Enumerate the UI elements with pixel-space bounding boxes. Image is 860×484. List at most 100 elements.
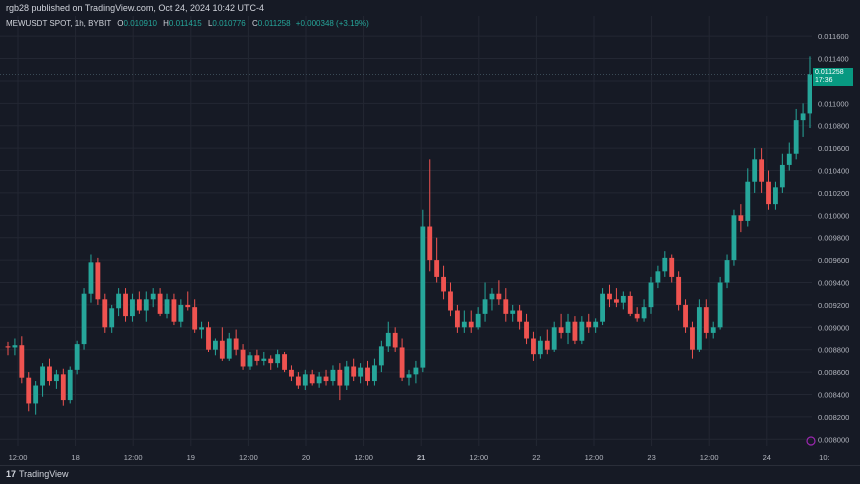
change-value: +0.000348 (+3.19%) (295, 19, 369, 28)
candle-body (648, 282, 654, 308)
candle-body (378, 346, 384, 366)
candle-body (703, 307, 709, 333)
candle-body (565, 321, 571, 333)
x-tick-label: 18 (71, 453, 79, 462)
candle-body (696, 307, 702, 350)
candle-body (752, 159, 758, 182)
candle-body (544, 340, 550, 350)
candle-body (690, 327, 695, 350)
candle-body (344, 366, 350, 386)
candle-body (5, 346, 11, 348)
x-tick-label: 12:00 (354, 453, 373, 462)
candle-body (372, 365, 377, 382)
open-value: 0.010910 (123, 19, 157, 28)
candle-body (406, 374, 412, 378)
y-tick-label: 0.009400 (818, 279, 849, 288)
candle-body (482, 299, 488, 314)
close-label: C (252, 19, 258, 28)
candle-body (461, 321, 467, 328)
candle-body (233, 338, 239, 350)
y-tick-label: 0.010400 (818, 167, 849, 176)
tradingview-logo[interactable]: 17 TradingView (6, 469, 69, 479)
candle-body (219, 340, 225, 359)
candle-body (254, 355, 260, 361)
open-label: O (117, 19, 124, 28)
candle-body (289, 369, 294, 377)
y-tick-label: 0.011000 (818, 99, 849, 108)
candle-body (150, 293, 156, 300)
candle-body (67, 369, 73, 401)
candle-body (641, 307, 647, 319)
candle-body (531, 338, 536, 355)
candle-body (510, 310, 516, 314)
candle-body (738, 215, 744, 221)
symbol-name: MEWUSDT SPOT, 1h, BYBIT (6, 19, 112, 28)
candle-body (323, 376, 329, 382)
candle-body (171, 299, 177, 322)
candle-body (717, 282, 723, 328)
candle-body (206, 327, 211, 350)
close-value: 0.011258 (257, 19, 291, 28)
candle-body (496, 293, 502, 300)
candles (5, 56, 813, 415)
candle-body (192, 307, 198, 330)
candle-body (116, 293, 122, 309)
y-tick-label: 0.011600 (818, 32, 849, 41)
x-tick-label: 24 (763, 453, 771, 462)
candle-body (537, 340, 543, 355)
candle-body (178, 304, 184, 322)
candle-body (212, 340, 218, 350)
candle-body (517, 310, 523, 322)
low-value: 0.010776 (212, 19, 246, 28)
y-tick-label: 0.008400 (818, 390, 849, 399)
candle-body (240, 349, 246, 367)
candle-body (655, 271, 661, 283)
candle-body (434, 260, 440, 277)
candle-body (47, 366, 52, 382)
y-tick-label: 0.008800 (818, 346, 849, 355)
candle-body (607, 293, 612, 300)
candle-body (385, 332, 391, 347)
candle-body (613, 299, 619, 303)
y-tick-label: 0.009200 (818, 301, 849, 310)
x-tick-label: 12:00 (239, 453, 258, 462)
candle-body (247, 355, 253, 367)
time-axis[interactable]: 12:00 18 12:00 19 12:00 20 12:00 21 12:00 22 12:00… (9, 453, 830, 462)
candle-body (524, 321, 529, 339)
candle-body (330, 369, 336, 382)
tradingview-logo-icon: 17 (6, 469, 17, 479)
event-marker-icon[interactable] (806, 436, 816, 446)
candle-body (800, 113, 806, 121)
price-axis[interactable]: 0.0116000.0114000.0112000.0110000.010800… (812, 16, 860, 465)
candle-body (136, 299, 142, 311)
candle-body (759, 159, 765, 182)
candle-body (33, 385, 39, 404)
candle-body (123, 293, 128, 317)
candle-body (572, 321, 578, 341)
candle-body (282, 354, 287, 370)
high-label: H (163, 19, 169, 28)
candle-body (268, 358, 274, 364)
bar-countdown: 17:36 (815, 77, 833, 84)
candle-body (309, 374, 315, 384)
candle-body (53, 374, 59, 382)
candle-body (710, 327, 716, 333)
candle-body (724, 260, 730, 283)
y-tick-label: 0.010800 (818, 122, 849, 131)
candle-body (392, 332, 398, 348)
x-tick-label: 23 (647, 453, 655, 462)
candle-body (558, 327, 564, 333)
candle-body (74, 344, 80, 370)
candlestick-chart[interactable]: 0.0116000.0114000.0112000.0110000.010800… (0, 16, 860, 465)
candle-body (337, 369, 343, 386)
candle-body (593, 321, 599, 328)
y-tick-label: 0.011400 (818, 55, 849, 64)
candle-body (441, 276, 446, 292)
x-tick-label: 10: (819, 453, 829, 462)
candle-body (427, 226, 433, 261)
y-tick-label: 0.010200 (818, 189, 849, 198)
candle-body (779, 164, 785, 188)
y-tick-label: 0.008600 (818, 368, 849, 377)
chart-area[interactable]: 0.0116000.0114000.0112000.0110000.010800… (0, 16, 860, 465)
candle-body (302, 374, 308, 386)
